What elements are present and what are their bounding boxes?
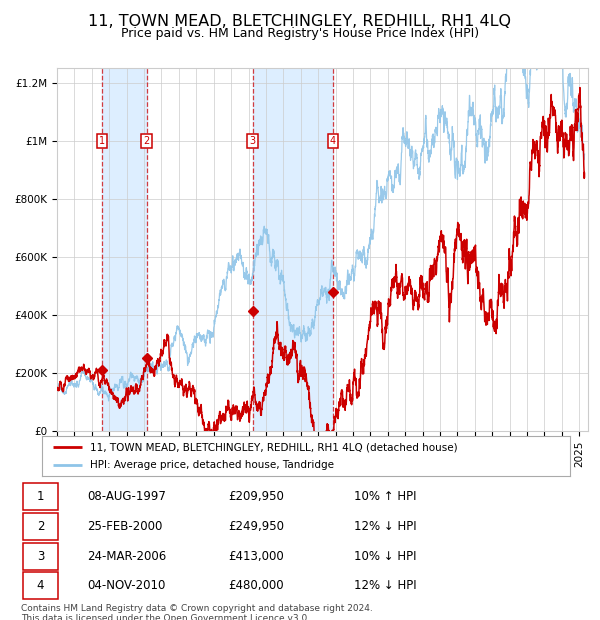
- Text: £209,950: £209,950: [228, 490, 284, 503]
- Text: 10% ↑ HPI: 10% ↑ HPI: [354, 490, 416, 503]
- Text: £249,950: £249,950: [228, 520, 284, 533]
- Text: 12% ↓ HPI: 12% ↓ HPI: [354, 580, 416, 592]
- Text: £480,000: £480,000: [228, 580, 284, 592]
- Bar: [253, 68, 333, 431]
- Text: 24-MAR-2006: 24-MAR-2006: [87, 550, 166, 562]
- Text: 2: 2: [37, 520, 44, 533]
- Text: HPI: Average price, detached house, Tandridge: HPI: Average price, detached house, Tand…: [89, 460, 334, 470]
- Text: 11, TOWN MEAD, BLETCHINGLEY, REDHILL, RH1 4LQ: 11, TOWN MEAD, BLETCHINGLEY, REDHILL, RH…: [89, 14, 511, 29]
- Text: 3: 3: [37, 550, 44, 562]
- Text: £413,000: £413,000: [228, 550, 284, 562]
- Text: Price paid vs. HM Land Registry's House Price Index (HPI): Price paid vs. HM Land Registry's House …: [121, 27, 479, 40]
- Text: 4: 4: [330, 136, 336, 146]
- Text: 4: 4: [37, 580, 44, 592]
- Text: 3: 3: [250, 136, 256, 146]
- Text: Contains HM Land Registry data © Crown copyright and database right 2024.
This d: Contains HM Land Registry data © Crown c…: [21, 604, 373, 620]
- Text: 11, TOWN MEAD, BLETCHINGLEY, REDHILL, RH1 4LQ (detached house): 11, TOWN MEAD, BLETCHINGLEY, REDHILL, RH…: [89, 442, 457, 452]
- Text: 2: 2: [143, 136, 150, 146]
- Bar: [102, 68, 146, 431]
- Text: 1: 1: [99, 136, 106, 146]
- Text: 25-FEB-2000: 25-FEB-2000: [87, 520, 163, 533]
- Text: 10% ↓ HPI: 10% ↓ HPI: [354, 550, 416, 562]
- Text: 12% ↓ HPI: 12% ↓ HPI: [354, 520, 416, 533]
- Text: 1: 1: [37, 490, 44, 503]
- Text: 08-AUG-1997: 08-AUG-1997: [87, 490, 166, 503]
- Text: 04-NOV-2010: 04-NOV-2010: [87, 580, 166, 592]
